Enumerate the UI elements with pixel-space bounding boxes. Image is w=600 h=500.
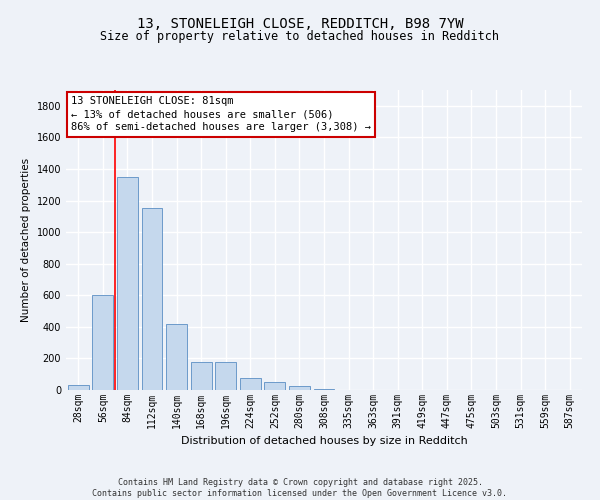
Bar xyxy=(240,378,261,390)
X-axis label: Distribution of detached houses by size in Redditch: Distribution of detached houses by size … xyxy=(181,436,467,446)
Bar xyxy=(191,362,212,390)
Bar xyxy=(117,177,138,390)
Bar xyxy=(166,324,187,390)
Bar xyxy=(265,382,286,390)
Text: 13, STONELEIGH CLOSE, REDDITCH, B98 7YW: 13, STONELEIGH CLOSE, REDDITCH, B98 7YW xyxy=(137,18,463,32)
Bar xyxy=(92,296,113,390)
Bar xyxy=(142,208,163,390)
Text: Contains HM Land Registry data © Crown copyright and database right 2025.
Contai: Contains HM Land Registry data © Crown c… xyxy=(92,478,508,498)
Text: Size of property relative to detached houses in Redditch: Size of property relative to detached ho… xyxy=(101,30,499,43)
Bar xyxy=(314,389,334,390)
Bar xyxy=(289,386,310,390)
Bar xyxy=(215,362,236,390)
Y-axis label: Number of detached properties: Number of detached properties xyxy=(21,158,31,322)
Text: 13 STONELEIGH CLOSE: 81sqm
← 13% of detached houses are smaller (506)
86% of sem: 13 STONELEIGH CLOSE: 81sqm ← 13% of deta… xyxy=(71,96,371,132)
Bar xyxy=(68,386,89,390)
